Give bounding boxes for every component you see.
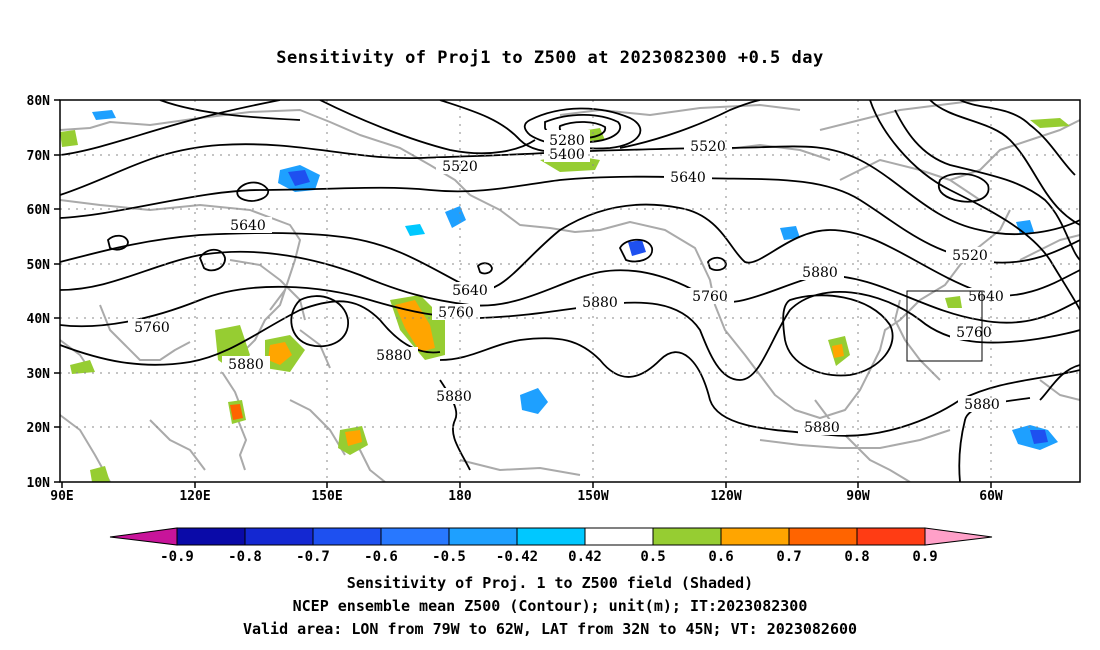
colorbar-labels: -0.9 -0.8 -0.7 -0.6 -0.5 -0.42 0.42 0.5 … bbox=[160, 549, 938, 565]
contour-label: 5880 bbox=[582, 295, 618, 311]
lon-label: 120E bbox=[179, 489, 210, 504]
contour-label: 5880 bbox=[436, 389, 472, 405]
lat-label: 60N bbox=[27, 203, 51, 218]
z500-contours bbox=[60, 100, 1080, 482]
colorbar-low-extend bbox=[109, 527, 178, 546]
lat-label: 40N bbox=[27, 312, 51, 327]
map-frame bbox=[59, 99, 1081, 483]
colorbar-bin bbox=[788, 527, 858, 546]
lat-label: 30N bbox=[27, 367, 51, 382]
contour-label: 5520 bbox=[442, 159, 478, 175]
colorbar-bin bbox=[380, 527, 450, 546]
colorbar-label: -0.9 bbox=[160, 549, 194, 565]
latitude-labels: 80N 70N 60N 50N 40N 30N 20N 10N bbox=[27, 94, 51, 491]
lon-label: 180 bbox=[448, 489, 472, 504]
colorbar-label: 0.6 bbox=[708, 549, 733, 565]
lon-label: 90E bbox=[50, 489, 73, 504]
contour-label: 5760 bbox=[134, 320, 170, 336]
contour-labels: 5280 5400 5520 5520 5520 5640 5640 5640 … bbox=[128, 130, 1010, 436]
caption-line: Sensitivity of Proj. 1 to Z500 field (Sh… bbox=[346, 574, 754, 592]
tick-marks bbox=[54, 99, 992, 488]
lon-label: 150W bbox=[577, 489, 608, 504]
colorbar-bin bbox=[448, 527, 518, 546]
colorbar-bin bbox=[176, 527, 246, 546]
colorbar-label: 0.9 bbox=[912, 549, 937, 565]
lat-label: 50N bbox=[27, 258, 51, 273]
colorbar-bin bbox=[856, 527, 926, 546]
colorbar-bin bbox=[516, 527, 586, 546]
contour-label: 5520 bbox=[952, 248, 988, 264]
caption-block: Sensitivity of Proj. 1 to Z500 field (Sh… bbox=[0, 572, 1100, 641]
colorbar-high-extend bbox=[924, 527, 993, 546]
valid-area-box bbox=[906, 290, 983, 362]
colorbar-label: 0.8 bbox=[844, 549, 869, 565]
colorbar-label: 0.7 bbox=[776, 549, 801, 565]
contour-label: 5640 bbox=[670, 170, 706, 186]
longitude-labels: 90E 120E 150E 180 150W 120W 90W 60W bbox=[50, 489, 1003, 504]
contour-label: 5760 bbox=[956, 325, 992, 341]
lat-label: 80N bbox=[27, 94, 51, 109]
caption-line: NCEP ensemble mean Z500 (Contour); unit(… bbox=[292, 597, 808, 615]
caption-line: Valid area: LON from 79W to 62W, LAT fro… bbox=[242, 620, 858, 638]
colorbar-label: -0.6 bbox=[364, 549, 398, 565]
colorbar-bin bbox=[720, 527, 790, 546]
contour-label: 5880 bbox=[376, 348, 412, 364]
colorbar-label: -0.42 bbox=[496, 549, 538, 565]
lat-label: 20N bbox=[27, 421, 51, 436]
contour-label: 5760 bbox=[692, 289, 728, 305]
contour-label: 5640 bbox=[452, 283, 488, 299]
contour-label: 5880 bbox=[802, 265, 838, 281]
lon-label: 90W bbox=[846, 489, 870, 504]
sensitivity-shading bbox=[60, 110, 1070, 482]
contour-label: 5880 bbox=[804, 420, 840, 436]
colorbar-bin bbox=[652, 527, 722, 546]
contour-label: 5760 bbox=[438, 305, 474, 321]
colorbar-label: 0.5 bbox=[640, 549, 665, 565]
contour-label: 5520 bbox=[690, 139, 726, 155]
contour-label: 5880 bbox=[964, 397, 1000, 413]
colorbar-label: -0.7 bbox=[296, 549, 330, 565]
colorbar-bin bbox=[584, 527, 654, 546]
graticule bbox=[60, 100, 1080, 482]
colorbar-bin bbox=[244, 527, 314, 546]
lat-label: 10N bbox=[27, 476, 51, 491]
lon-label: 60W bbox=[979, 489, 1003, 504]
lon-label: 120W bbox=[710, 489, 741, 504]
contour-label: 5280 bbox=[549, 133, 585, 149]
contour-label: 5880 bbox=[228, 357, 264, 373]
colorbar-bin bbox=[312, 527, 382, 546]
colorbar-label: 0.42 bbox=[568, 549, 602, 565]
contour-label: 5640 bbox=[230, 218, 266, 234]
colorbar-label: -0.8 bbox=[228, 549, 262, 565]
map-title: Sensitivity of Proj1 to Z500 at 20230823… bbox=[276, 48, 824, 68]
contour-label: 5400 bbox=[549, 147, 585, 163]
lat-label: 70N bbox=[27, 149, 51, 164]
contour-label: 5640 bbox=[968, 289, 1004, 305]
colorbar bbox=[109, 527, 993, 546]
colorbar-label: -0.5 bbox=[432, 549, 466, 565]
lon-label: 150E bbox=[311, 489, 342, 504]
